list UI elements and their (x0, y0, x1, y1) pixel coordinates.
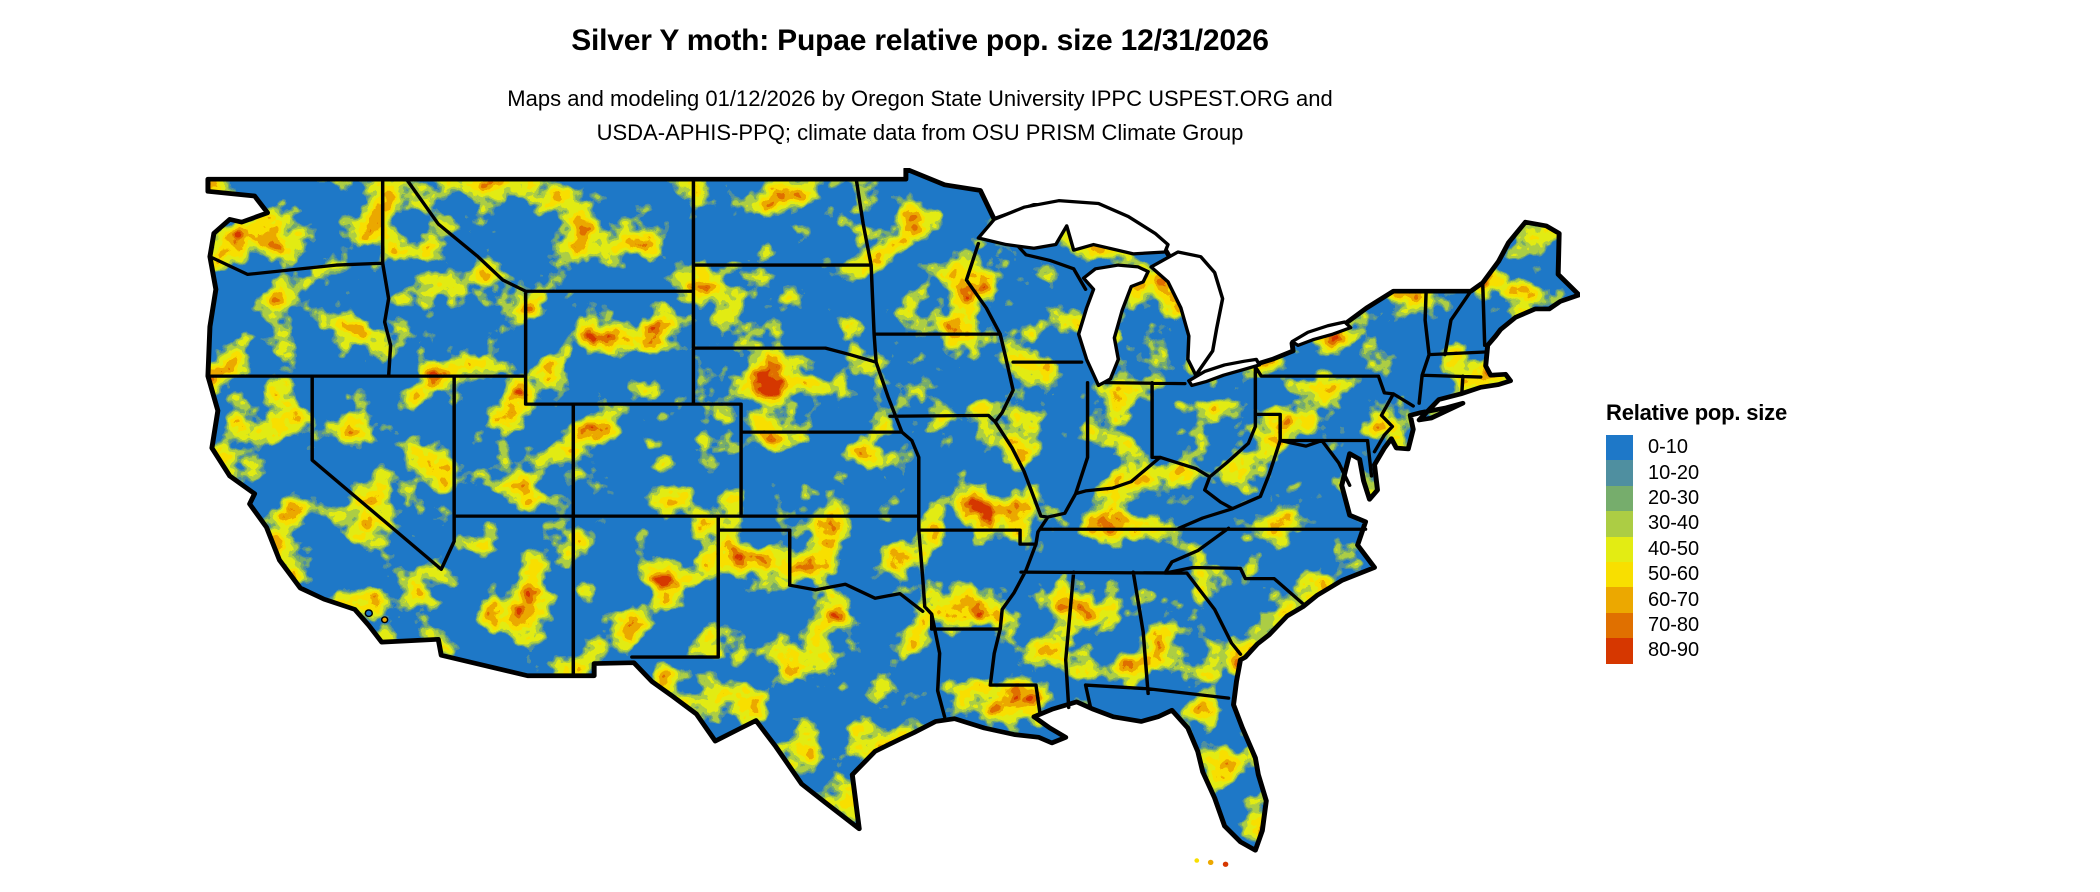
legend-swatch (1606, 435, 1633, 461)
legend-swatch (1606, 460, 1633, 486)
us-population-map (205, 168, 1580, 867)
legend-items: 0-10 10-20 20-30 30-40 40-50 50-60 60-70 70-80 8… (1606, 435, 1787, 664)
legend-title: Relative pop. size (1606, 400, 1788, 425)
lake-superior (976, 199, 1170, 256)
legend-item: 20-30 (1606, 485, 1787, 512)
legend-item: 40-50 (1606, 536, 1787, 562)
legend-label: 20-30 (1648, 486, 1700, 509)
legend-item: 70-80 (1606, 612, 1787, 639)
legend-swatch (1606, 587, 1633, 613)
legend-item: 30-40 (1606, 511, 1787, 537)
channel-island (380, 616, 389, 624)
subtitle-line-2: USDA-APHIS-PPQ; climate data from OSU PR… (596, 120, 1244, 145)
subtitle-line-1: Maps and modeling 01/12/2026 by Oregon S… (507, 86, 1333, 111)
lake-ontario (1290, 320, 1353, 347)
lake-huron (1149, 250, 1225, 377)
legend-label: 10-20 (1648, 461, 1700, 484)
legend-label: 40-50 (1648, 537, 1700, 560)
legend-swatch (1606, 561, 1633, 588)
legend-label: 0-10 (1648, 436, 1689, 459)
state-borders (206, 177, 1490, 719)
legend-item: 80-90 (1606, 638, 1787, 664)
legend-swatch (1606, 536, 1633, 562)
population-raster (207, 168, 1580, 851)
legend-swatch (1606, 612, 1633, 639)
legend-item: 60-70 (1606, 587, 1787, 613)
us-outline (205, 168, 1580, 853)
legend: Relative pop. size 0-10 10-20 20-30 30-40 40… (1606, 400, 1787, 664)
lake-michigan (1076, 263, 1150, 388)
lake-erie (1187, 357, 1262, 388)
page-title: Silver Y moth: Pupae relative pop. size … (571, 24, 1269, 57)
legend-label: 30-40 (1648, 512, 1700, 535)
legend-swatch (1606, 485, 1633, 512)
legend-item: 50-60 (1606, 561, 1787, 588)
channel-island (364, 609, 373, 618)
legend-swatch (1606, 511, 1633, 537)
florida-key (1222, 861, 1229, 867)
figure-subtitle: Maps and modeling 01/12/2026 by Oregon S… (230, 82, 1610, 150)
legend-item: 10-20 (1606, 460, 1787, 486)
legend-label: 50-60 (1648, 563, 1700, 586)
florida-key (1207, 859, 1214, 866)
florida-key (1194, 858, 1200, 863)
legend-swatch (1606, 638, 1633, 664)
legend-label: 60-70 (1648, 588, 1700, 611)
legend-item: 0-10 (1606, 435, 1787, 461)
legend-label: 70-80 (1648, 613, 1700, 636)
legend-label: 80-90 (1648, 639, 1700, 662)
